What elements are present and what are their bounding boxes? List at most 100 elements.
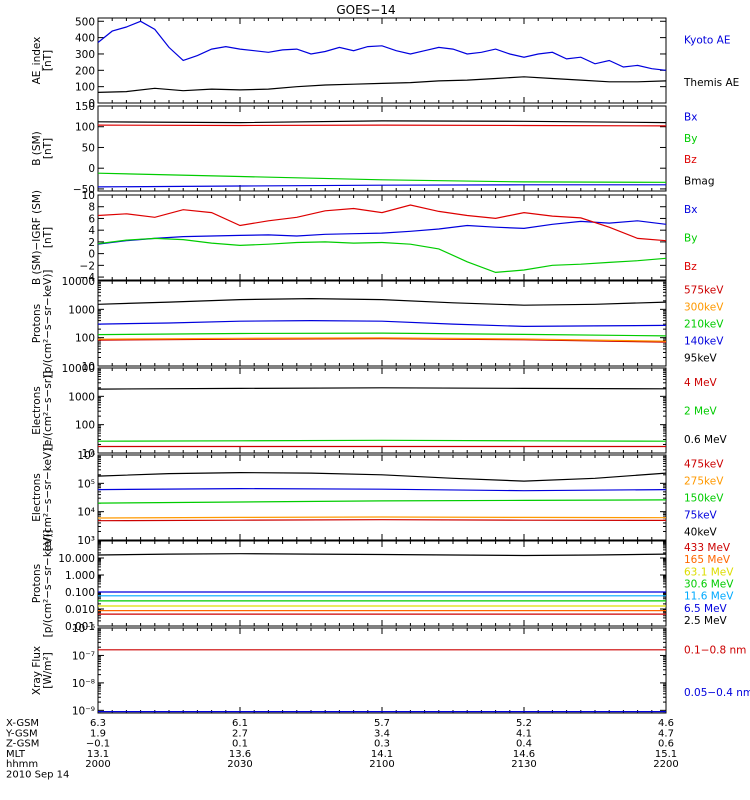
- y-axis-label-line: Electrons: [31, 473, 43, 522]
- legend-entry: 300keV: [684, 302, 724, 314]
- legend-entry: Themis AE: [683, 77, 739, 89]
- y-axis-label-line: [e/(cm²−s−sr−keV)]: [42, 444, 54, 552]
- panel-1: 0 100 200 300 400 500 AE_index[nT] Kyoto AE Them…: [31, 16, 739, 110]
- y-tick-label: 10: [82, 448, 95, 460]
- y-tick-label: 10: [82, 190, 95, 202]
- y-tick-label: 1000: [68, 304, 95, 316]
- y-tick-label: 0: [88, 98, 95, 110]
- y-axis-label-line: B (SM)−IGRF (SM): [31, 190, 43, 285]
- y-axis-label-line: [p/(cm²−s−sr−keV)]: [42, 270, 54, 378]
- y-axis-label-line: [e/(cm²−s−sr)]: [42, 371, 54, 450]
- series-line-7-7: [97, 553, 667, 557]
- y-tick-label: 500: [75, 16, 95, 28]
- y-tick-label: 1.000: [65, 570, 95, 582]
- y-tick-label: 400: [75, 33, 95, 45]
- series-line-6-2: [97, 516, 667, 519]
- y-tick-label: −50: [73, 184, 95, 196]
- legend-entry: 210keV: [684, 319, 724, 331]
- legend-entry: 150keV: [684, 493, 724, 505]
- series-line-2-1: [97, 184, 666, 188]
- legend-entry: 6.5 MeV: [684, 603, 728, 615]
- y-tick-label: 200: [75, 65, 95, 77]
- legend-entry: 275keV: [684, 476, 724, 488]
- series-line-4-4: [97, 319, 667, 328]
- legend-entry: 75keV: [684, 510, 718, 522]
- footer-value: 4.7: [658, 728, 674, 739]
- footer-date: 2010 Sep 14: [6, 770, 69, 781]
- legend-entry: 40keV: [684, 527, 718, 539]
- y-tick-label: 300: [75, 49, 95, 61]
- y-tick-label: 100: [75, 333, 95, 345]
- y-tick-label: 1000: [68, 391, 95, 403]
- y-tick-label: 10000: [62, 276, 95, 288]
- panel-frame: [97, 627, 667, 714]
- series-line-5-2: [97, 439, 667, 442]
- panel-frame: [97, 454, 667, 541]
- y-tick-label: 10⁶: [77, 450, 95, 462]
- legend-entry: 4 MeV: [684, 377, 718, 389]
- footer-value: 2130: [511, 759, 536, 770]
- panel-8: 10⁻⁹ 10⁻⁸ 10⁻⁷ 10⁻⁶ Xray Flux[W/m²] 0.1−0.8 n…: [31, 623, 750, 717]
- y-axis-label: Electrons[e/(cm²−s−sr−keV)]: [31, 444, 54, 552]
- footer-value: 4.6: [658, 718, 674, 729]
- y-axis-label-line: Xray Flux: [31, 646, 43, 695]
- y-tick-label: 0: [88, 163, 95, 175]
- panel-frame: [97, 280, 667, 367]
- y-tick-label: 100: [75, 82, 95, 94]
- footer-value: 2.7: [232, 728, 248, 739]
- footer-row-label: Z-GSM: [6, 739, 39, 750]
- footer-value: 2000: [85, 759, 110, 770]
- figure-title: GOES−14: [336, 3, 395, 17]
- legend-entry: 30.6 MeV: [684, 579, 734, 591]
- footer-value: 0.4: [516, 739, 532, 750]
- footer-value: 14.6: [513, 749, 535, 760]
- footer-row-label: hhmm: [6, 759, 38, 770]
- y-tick-label: 10⁻⁶: [72, 623, 95, 635]
- legend-entry: 63.1 MeV: [684, 566, 734, 578]
- legend-entry: Bmag: [684, 175, 715, 187]
- footer-value: 5.7: [374, 718, 390, 729]
- legend-entry: 2.5 MeV: [684, 615, 728, 627]
- legend-entry: 11.6 MeV: [684, 591, 734, 603]
- y-tick-label: 10⁴: [77, 507, 95, 519]
- footer-table: X-GSM 6.3 6.1 5.7 5.2 4.6 Y-GSM 1.9 2.7 3.4 4.1 4.7…: [5, 718, 679, 781]
- footer-value: 2030: [227, 759, 252, 770]
- y-tick-label: 50: [82, 142, 95, 154]
- legend-entry: 433 MeV: [684, 542, 731, 554]
- legend-entry: 0.05−0.4 nm: [684, 687, 750, 699]
- legend-entry: 165 MeV: [684, 554, 731, 566]
- series-line-4-5: [97, 297, 667, 306]
- series-line-2-4: [97, 120, 667, 124]
- series-line-3-2: [97, 237, 667, 274]
- footer-value: 6.3: [90, 718, 106, 729]
- y-axis-label: Electrons[e/(cm²−s−sr)]: [31, 371, 54, 450]
- legend-entry: Bx: [684, 112, 697, 124]
- series-line-1-1: [97, 20, 667, 71]
- series-line-6-5: [97, 471, 667, 482]
- y-axis-label-line: [nT]: [42, 50, 54, 71]
- footer-value: 2200: [653, 759, 678, 770]
- series-line-5-3: [97, 387, 667, 390]
- panel-5: 10 100 1000 10000 Electrons[e/(cm²−s−sr)] 4 M…: [31, 363, 728, 460]
- footer-value: 0.6: [658, 739, 674, 750]
- series-line-6-1: [97, 519, 667, 522]
- panel-frame: [97, 105, 667, 192]
- legend-entry: By: [684, 133, 697, 145]
- y-tick-label: 10⁻⁹: [72, 705, 95, 717]
- series-line-2-3: [97, 124, 667, 127]
- y-axis-label-line: [nT]: [42, 227, 54, 248]
- y-tick-label: 0.001: [65, 621, 95, 633]
- series-line-6-4: [97, 487, 667, 492]
- legend-entry: Bx: [684, 204, 697, 216]
- y-tick-label: 6: [88, 213, 95, 225]
- y-axis-label: B (SM)[nT]: [31, 131, 54, 165]
- y-axis-label-line: B (SM): [31, 131, 43, 165]
- panel-6: 10³ 10⁴ 10⁵ 10⁶ Electrons[e/(cm²−s−sr−keV)] 4…: [31, 444, 724, 552]
- footer-value: 4.1: [516, 728, 532, 739]
- legend-entry: 0.6 MeV: [684, 434, 728, 446]
- footer-row-label: X-GSM: [6, 718, 39, 729]
- y-tick-label: 10³: [77, 535, 95, 547]
- y-tick-label: −2: [80, 260, 95, 272]
